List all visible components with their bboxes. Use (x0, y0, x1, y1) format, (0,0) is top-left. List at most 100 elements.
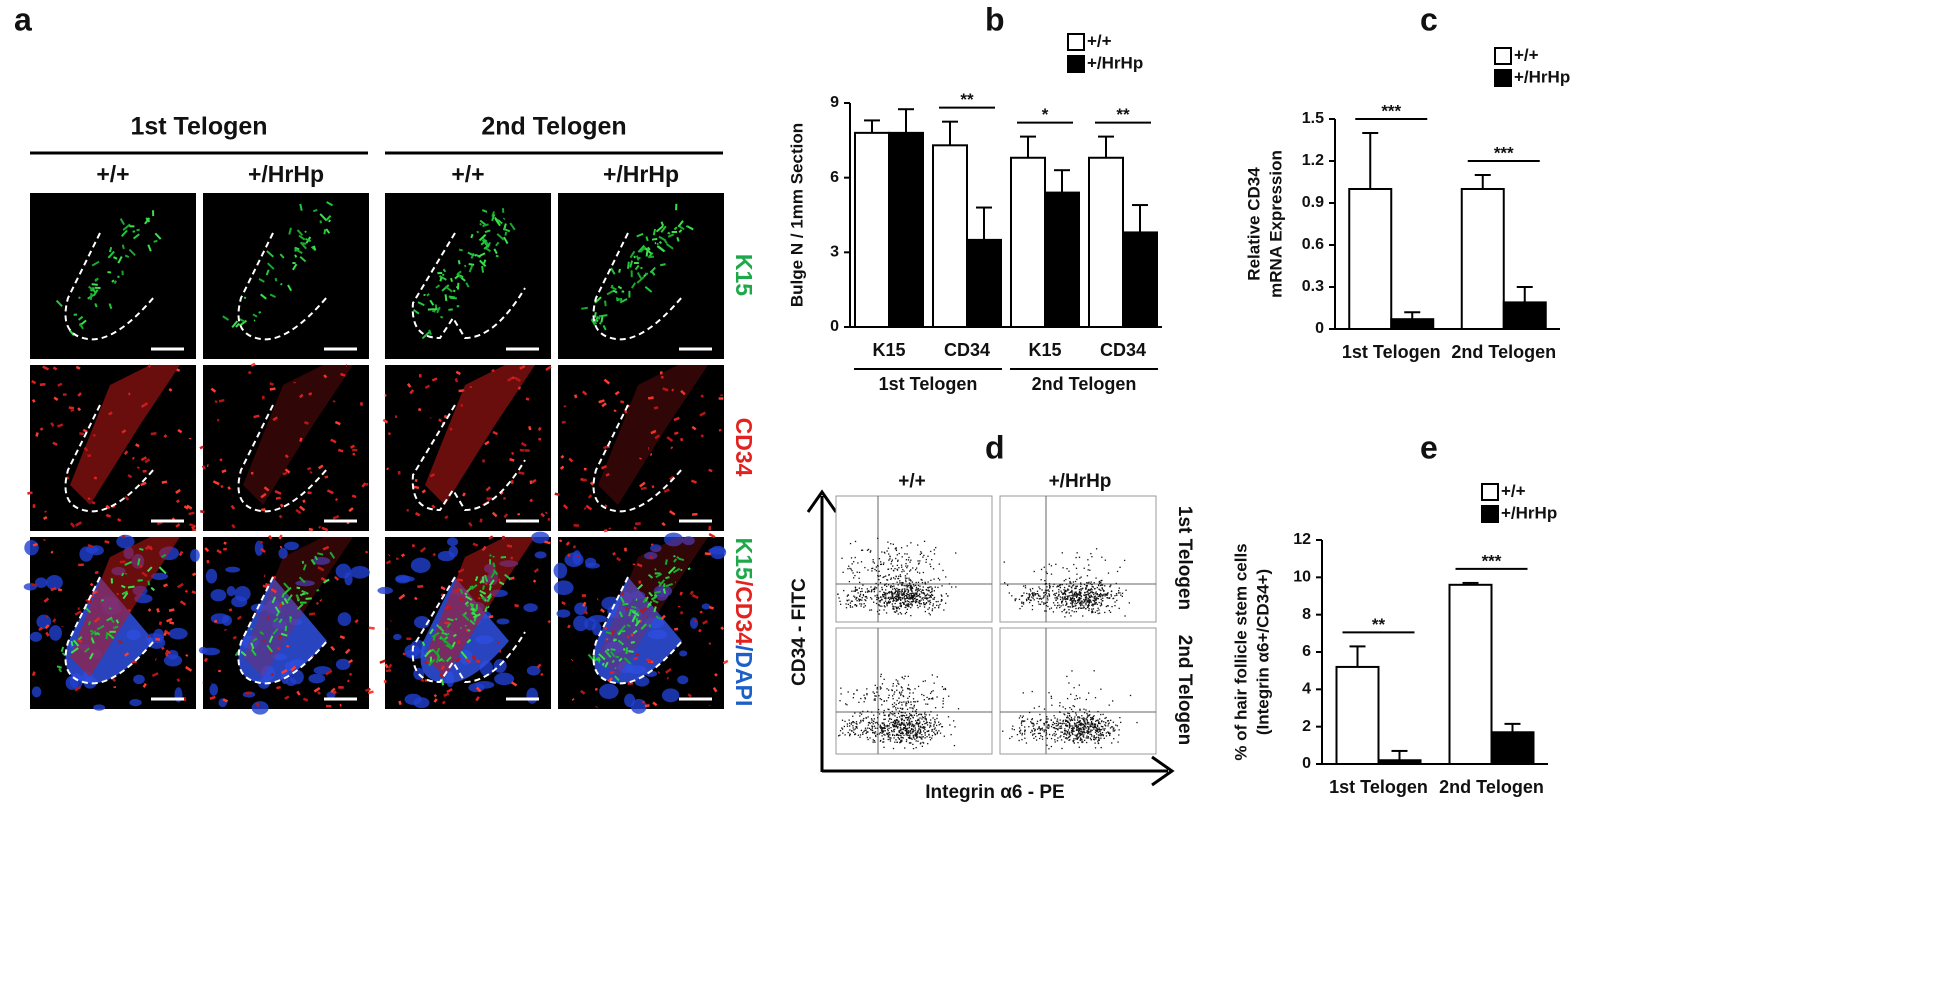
event-dot (935, 547, 936, 548)
event-dot (859, 572, 860, 573)
event-dot (1097, 613, 1098, 614)
event-dot (899, 582, 900, 583)
event-dot (1045, 729, 1046, 730)
event-dot (1062, 732, 1063, 733)
event-dot (1046, 590, 1047, 591)
event-dot (1061, 725, 1062, 726)
event-dot (1078, 731, 1079, 732)
event-dot (916, 595, 917, 596)
event-dot (1118, 729, 1119, 730)
event-dot (1086, 713, 1087, 714)
k15-signal (440, 317, 443, 318)
event-dot (881, 730, 882, 731)
cd34-signal (456, 378, 457, 382)
axis-title: Integrin α6 - PE (925, 782, 1064, 803)
stain-part: K15 (731, 254, 757, 296)
event-dot (933, 725, 934, 726)
cd34-signal (336, 499, 337, 500)
event-dot (1071, 600, 1072, 601)
event-dot (1096, 728, 1097, 729)
event-dot (920, 727, 921, 728)
event-dot (902, 591, 903, 592)
event-dot (893, 598, 894, 599)
event-dot (874, 695, 875, 696)
event-dot (1046, 571, 1047, 572)
event-dot (858, 578, 859, 579)
cd34-signal (418, 409, 421, 410)
cd34-signal (162, 482, 167, 483)
event-dot (1066, 568, 1067, 569)
event-dot (936, 605, 937, 606)
event-dot (1111, 742, 1112, 743)
event-dot (1077, 742, 1078, 743)
event-dot (907, 698, 908, 699)
event-dot (1030, 589, 1031, 590)
event-dot (856, 726, 857, 727)
event-dot (889, 723, 890, 724)
event-dot (897, 596, 898, 597)
y-tick-label: 0 (830, 318, 839, 335)
event-dot (902, 677, 903, 678)
event-dot (890, 585, 891, 586)
event-dot (1088, 569, 1089, 570)
event-dot (850, 543, 851, 544)
event-dot (917, 722, 918, 723)
event-dot (1079, 597, 1080, 598)
event-dot (1073, 598, 1074, 599)
event-dot (838, 597, 839, 598)
event-dot (909, 721, 910, 722)
cd34-signal (481, 519, 482, 523)
cd34-signal (573, 699, 574, 700)
event-dot (1087, 731, 1088, 732)
column-label: +/+ (898, 471, 925, 492)
event-dot (876, 692, 877, 693)
event-dot (910, 560, 911, 561)
event-dot (865, 591, 866, 592)
event-dot (923, 721, 924, 722)
event-dot (897, 569, 898, 570)
event-dot (1075, 592, 1076, 593)
dapi-nucleus (599, 684, 618, 699)
event-dot (1066, 737, 1067, 738)
plot-frame (836, 628, 992, 754)
event-dot (1046, 733, 1047, 734)
event-dot (1116, 600, 1117, 601)
event-dot (1073, 728, 1074, 729)
event-dot (902, 690, 903, 691)
event-dot (874, 588, 875, 589)
event-dot (1068, 589, 1069, 590)
event-dot (899, 701, 900, 702)
event-dot (1064, 616, 1065, 617)
event-dot (1119, 592, 1120, 593)
event-dot (920, 743, 921, 744)
event-dot (1103, 591, 1104, 592)
cd34-signal (701, 435, 703, 437)
event-dot (1090, 726, 1091, 727)
event-dot (885, 730, 886, 731)
flow-plot (1000, 628, 1156, 754)
event-dot (1042, 739, 1043, 740)
event-dot (1077, 552, 1078, 553)
event-dot (1068, 606, 1069, 607)
event-dot (885, 597, 886, 598)
event-dot (1079, 724, 1080, 725)
cd34-signal (222, 470, 226, 472)
event-dot (886, 586, 887, 587)
event-dot (1045, 592, 1046, 593)
event-dot (1086, 736, 1087, 737)
event-dot (1065, 723, 1066, 724)
event-dot (925, 611, 926, 612)
event-dot (878, 576, 879, 577)
k15-signal (483, 585, 484, 589)
event-dot (1088, 564, 1089, 565)
event-dot (902, 695, 903, 696)
dapi-nucleus (585, 563, 600, 569)
event-dot (1055, 734, 1056, 735)
event-dot (916, 736, 917, 737)
event-dot (1060, 596, 1061, 597)
event-dot (889, 732, 890, 733)
legend-swatch (1068, 56, 1084, 72)
event-dot (1021, 725, 1022, 726)
event-dot (934, 590, 935, 591)
dapi-nucleus (129, 699, 141, 706)
